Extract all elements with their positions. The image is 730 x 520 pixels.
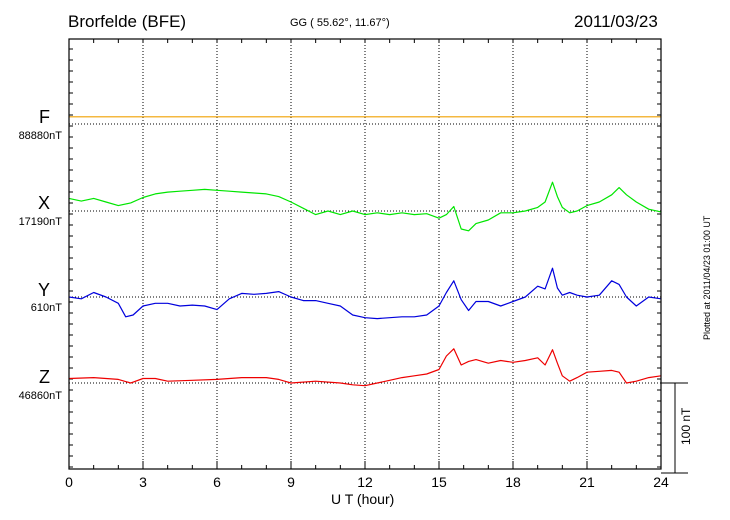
x-tick-label: 12 — [357, 474, 373, 490]
x-tick-label: 21 — [579, 474, 595, 490]
x-axis-label: U T (hour) — [331, 491, 395, 507]
series-name-x: X — [37, 193, 50, 213]
series-line-z — [68, 348, 662, 387]
x-tick-label: 6 — [213, 474, 221, 490]
series-name-y: Y — [37, 280, 50, 300]
plotted-note: Plotted at 2011/04/23 01:00 UT — [702, 215, 712, 340]
coordinates-label: GG ( 55.62°, 11.67°) — [290, 17, 390, 29]
series-name-z: Z — [39, 367, 50, 387]
scale-bar-label: 100 nT — [679, 407, 693, 445]
x-tick-label: 18 — [505, 474, 521, 490]
x-tick-label: 24 — [653, 474, 669, 490]
baseline-label-f: 88880nT — [18, 130, 62, 142]
series-line-y — [68, 267, 662, 320]
x-tick-label: 3 — [139, 474, 147, 490]
plot-frame — [68, 38, 662, 470]
baseline-label-z: 46860nT — [18, 390, 62, 402]
baseline-label-x: 17190nT — [18, 216, 62, 228]
x-tick-label: 9 — [287, 474, 295, 490]
series-name-f: F — [39, 107, 50, 127]
station-title: Brorfelde (BFE) — [68, 12, 187, 31]
date-label: 2011/03/23 — [574, 12, 658, 31]
baseline-label-y: 610nT — [30, 302, 62, 314]
x-tick-label: 15 — [431, 474, 447, 490]
series-line-x — [68, 181, 662, 232]
x-tick-label: 0 — [65, 474, 73, 490]
